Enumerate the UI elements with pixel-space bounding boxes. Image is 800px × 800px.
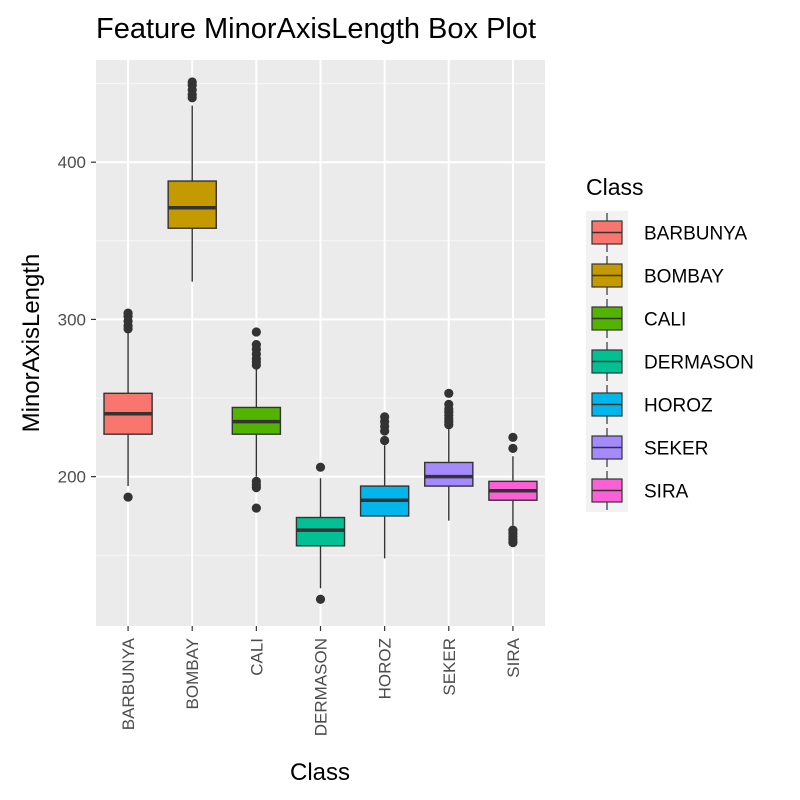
outlier-point	[251, 327, 261, 337]
outlier-point	[444, 399, 454, 409]
outlier-point	[508, 443, 518, 453]
legend-label: HOROZ	[644, 396, 713, 417]
legend-item-dermason: DERMASON	[591, 342, 754, 381]
outlier-point	[444, 388, 454, 398]
outlier-point	[251, 503, 261, 513]
box-seker	[424, 388, 474, 521]
box-sira	[488, 432, 538, 548]
legend-item-seker: SEKER	[591, 428, 708, 467]
iqr-box	[167, 180, 217, 229]
legend-item-barbunya: BARBUNYA	[591, 213, 747, 252]
x-axis: BARBUNYA BOMBAY CALI DERMASON HOROZ SEKER SIRA	[119, 626, 523, 736]
outlier-point	[251, 339, 261, 350]
box-series	[103, 77, 538, 604]
legend-label: SEKER	[644, 439, 708, 460]
legend-keys: BARBUNYA BOMBAY CALI DERMASON HOROZ SEKER SIRA	[586, 211, 754, 512]
box-horoz	[359, 412, 410, 559]
x-tick-label: CALI	[247, 638, 266, 676]
outlier-point	[380, 412, 390, 422]
legend-label: DERMASON	[644, 353, 754, 374]
outlier-point	[508, 432, 518, 442]
y-axis-title: MinorAxisLength	[18, 254, 45, 433]
legend-title: Class	[586, 174, 644, 200]
chart-title: Feature MinorAxisLength Box Plot	[96, 13, 536, 45]
outlier-point	[251, 476, 261, 486]
outlier-point	[123, 492, 133, 502]
legend-label: BOMBAY	[644, 267, 724, 288]
x-axis-title: Class	[290, 759, 350, 786]
outlier-point	[380, 435, 390, 446]
x-tick-label: BARBUNYA	[119, 637, 138, 730]
y-tick-label: 200	[58, 468, 86, 487]
outlier-point	[508, 525, 518, 535]
x-tick-label: SEKER	[440, 638, 459, 696]
y-tick-label: 400	[58, 153, 86, 172]
box-bombay	[167, 77, 217, 282]
iqr-box	[424, 461, 474, 487]
box-dermason	[295, 462, 346, 604]
y-tick-label: 300	[58, 310, 86, 329]
x-tick-label: SIRA	[504, 637, 523, 677]
x-tick-label: HOROZ	[376, 638, 395, 699]
outlier-point	[187, 77, 197, 87]
legend-item-bombay: BOMBAY	[591, 256, 724, 295]
outlier-point	[123, 308, 133, 318]
legend-item-horoz: HOROZ	[591, 385, 713, 424]
outlier-point	[315, 462, 326, 472]
box-cali	[231, 327, 282, 513]
x-tick-label: DERMASON	[312, 638, 331, 736]
legend-item-cali: CALI	[591, 299, 686, 338]
legend: Class BARBUNYA BOMBAY CALI DERMASON HOROZ SEK…	[586, 174, 754, 512]
x-tick-label: BOMBAY	[183, 638, 202, 709]
legend-label: CALI	[644, 310, 686, 331]
box-barbunya	[103, 308, 153, 502]
outlier-point	[315, 594, 326, 604]
legend-label: BARBUNYA	[644, 224, 747, 245]
y-axis: 200 300 400	[58, 153, 96, 487]
legend-label: SIRA	[644, 482, 689, 503]
legend-item-sira: SIRA	[591, 471, 689, 510]
